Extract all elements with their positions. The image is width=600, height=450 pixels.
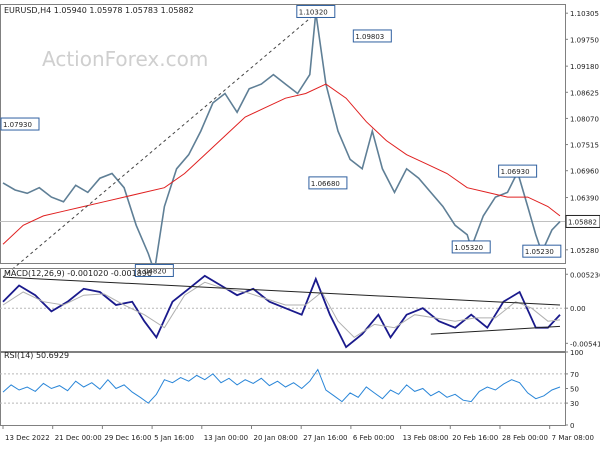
price-tick-label: 1.07515 bbox=[570, 142, 599, 150]
price-series-price bbox=[2, 12, 561, 272]
price-annotation-box bbox=[134, 263, 174, 277]
macd-tick-label: 0.005236 bbox=[570, 271, 600, 279]
price-tick-label: 1.06390 bbox=[570, 195, 599, 203]
x-axis-label: 5 Jan 16:00 bbox=[154, 434, 194, 442]
price-annotation-box bbox=[0, 117, 40, 131]
current-price-box bbox=[565, 214, 600, 228]
price-pane: 1.10305 1.09750 1.09180 1.08625 1.08070 1.075… bbox=[0, 4, 600, 278]
macd-series-signal bbox=[2, 281, 561, 339]
rsi-tick-label: 50 bbox=[570, 386, 579, 394]
price-annotation-label: 1.07930 bbox=[3, 121, 32, 129]
x-axis-label: 20 Feb 16:00 bbox=[452, 434, 498, 442]
x-axis-label: 13 Jan 00:00 bbox=[204, 434, 248, 442]
macd-series-trendline bbox=[430, 325, 561, 335]
x-axis-label: 20 Jan 08:00 bbox=[253, 434, 297, 442]
rsi-series-rsi bbox=[2, 368, 561, 404]
price-tick-label: 1.09750 bbox=[570, 36, 599, 44]
macd-frame bbox=[0, 268, 566, 352]
price-series-trendline bbox=[2, 13, 317, 278]
price-tick-label: 1.10305 bbox=[570, 10, 599, 18]
price-tick-label: 1.08070 bbox=[570, 115, 599, 123]
time-axis: 13 Dec 2022 21 Dec 00:00 29 Dec 16:00 5 Jan… bbox=[2, 425, 594, 442]
price-tick-label: 1.05280 bbox=[570, 247, 599, 255]
watermark: ActionForex.com bbox=[42, 47, 208, 71]
price-tick-label: 1.08625 bbox=[570, 89, 599, 97]
macd-pane-title: MACD(12,26,9) -0.001020 -0.001896 bbox=[4, 269, 152, 278]
rsi-tick-label: 100 bbox=[570, 349, 583, 357]
rsi-pane: 100 70 50 30 0 bbox=[0, 349, 583, 430]
price-annotation-box bbox=[296, 4, 336, 18]
price-tick-label: 1.06960 bbox=[570, 168, 599, 176]
x-axis-label: 28 Feb 00:00 bbox=[502, 434, 548, 442]
price-annotation-box bbox=[352, 29, 392, 43]
price-annotation-box bbox=[498, 164, 538, 178]
price-frame bbox=[0, 4, 566, 264]
price-annotation-label: 1.05320 bbox=[454, 244, 483, 252]
x-axis-label: 29 Dec 16:00 bbox=[104, 434, 151, 442]
rsi-pane-title: RSI(14) 50.6929 bbox=[4, 351, 69, 360]
price-annotation-label: 1.06930 bbox=[501, 168, 530, 176]
macd-tick-label: -0.005416 bbox=[570, 340, 600, 348]
macd-series-macd bbox=[2, 274, 561, 349]
x-axis-label: 13 Dec 2022 bbox=[5, 434, 50, 442]
x-axis-label: 21 Dec 00:00 bbox=[55, 434, 102, 442]
price-annotation-box bbox=[308, 176, 348, 190]
macd-series-trendline bbox=[2, 276, 561, 306]
x-axis-label: 7 Mar 08:00 bbox=[552, 434, 594, 442]
price-annotation-box bbox=[522, 244, 562, 258]
price-annotation-box bbox=[451, 240, 491, 254]
macd-tick-label: 0.00 bbox=[570, 305, 586, 313]
x-axis-label: 13 Feb 08:00 bbox=[403, 434, 449, 442]
x-axis-label: 27 Jan 16:00 bbox=[303, 434, 347, 442]
price-annotation-label: 1.06680 bbox=[311, 180, 340, 188]
x-axis-label: 6 Feb 00:00 bbox=[353, 434, 394, 442]
price-series-moving-average bbox=[2, 83, 561, 245]
price-annotation-label: 1.04820 bbox=[137, 267, 166, 275]
price-pane-title: EURUSD,H4 1.05940 1.05978 1.05783 1.0588… bbox=[4, 6, 194, 15]
macd-pane: 0.005236 0.00 -0.005416 bbox=[0, 268, 600, 352]
rsi-tick-label: 30 bbox=[570, 400, 579, 408]
rsi-tick-label: 70 bbox=[570, 371, 579, 379]
price-annotation-label: 1.10320 bbox=[299, 8, 328, 16]
price-annotation-label: 1.05230 bbox=[525, 248, 554, 256]
current-price-label: 1.05882 bbox=[568, 218, 597, 226]
price-annotation-label: 1.09803 bbox=[355, 33, 384, 41]
price-tick-label: 1.09180 bbox=[570, 63, 599, 71]
rsi-tick-label: 0 bbox=[570, 422, 574, 430]
